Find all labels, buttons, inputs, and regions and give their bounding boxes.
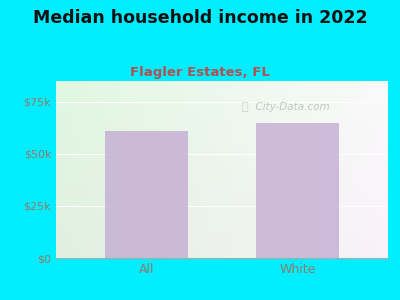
Text: City-Data.com: City-Data.com: [248, 102, 329, 112]
Text: Median household income in 2022: Median household income in 2022: [33, 9, 367, 27]
Text: ⦿: ⦿: [242, 102, 248, 112]
Bar: [105, 131, 188, 258]
Text: Flagler Estates, FL: Flagler Estates, FL: [130, 66, 270, 79]
Bar: [256, 123, 339, 258]
